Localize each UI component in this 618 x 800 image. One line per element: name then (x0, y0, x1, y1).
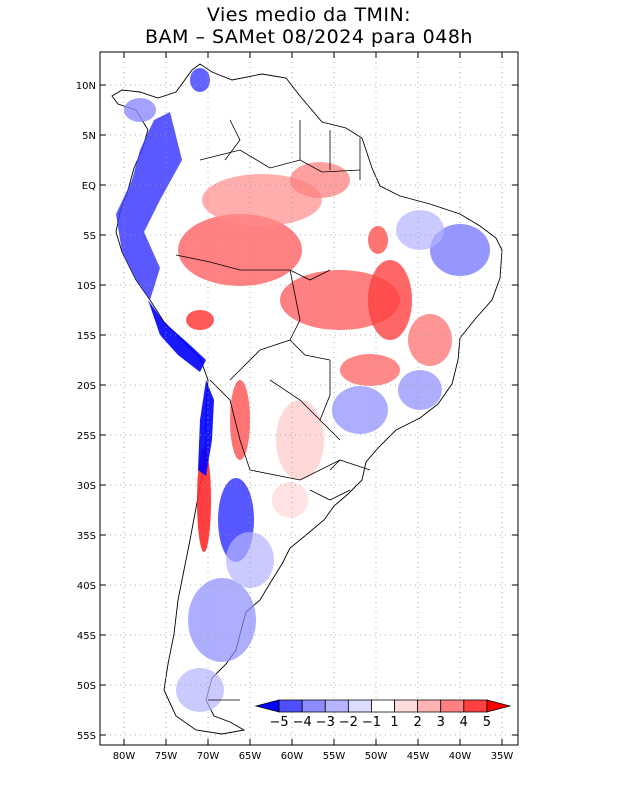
lat-label: 15S (77, 331, 96, 342)
lat-label: 40S (77, 581, 96, 592)
lat-label: 20S (77, 381, 96, 392)
colorbar-label: 1 (390, 715, 398, 730)
map-frame (99, 51, 519, 746)
lat-label: 5N (82, 131, 96, 142)
colorbar-swatch (371, 699, 395, 713)
colorbar-swatch (301, 699, 326, 713)
lat-label: EQ (82, 181, 96, 192)
lon-label: 80W (113, 751, 136, 762)
latitude-axis: 10N 5N EQ 5S 10S 15S 20S 25S 30S 35S 40S 45S 50S 55S (76, 81, 518, 742)
colorbar: −5 −4 −3 −2 −1 1 2 3 4 5 (254, 699, 512, 730)
longitude-axis: 80W 75W 70W 65W 60W 55W 50W 45W 40W 35W (113, 52, 514, 762)
lat-label: 25S (77, 431, 96, 442)
lat-label: 50S (77, 681, 96, 692)
colorbar-swatch (486, 699, 512, 713)
colorbar-label: −2 (339, 715, 358, 730)
colorbar-swatch (324, 699, 349, 713)
lon-label: 60W (281, 751, 304, 762)
lon-label: 40W (449, 751, 472, 762)
colorbar-label: −1 (362, 715, 381, 730)
map-title-line1: Vies medio da TMIN: (206, 4, 412, 26)
lat-label: 10S (77, 281, 96, 292)
negative-bias-areas (116, 68, 490, 712)
grid-lines (100, 52, 518, 745)
colorbar-swatch (347, 699, 372, 713)
lat-label: 5S (83, 231, 96, 242)
lon-label: 45W (407, 751, 430, 762)
lat-label: 10N (76, 81, 96, 92)
colorbar-swatch (417, 699, 442, 713)
colorbar-label: 3 (437, 715, 445, 730)
colorbar-label: 4 (460, 715, 468, 730)
lon-label: 55W (323, 751, 346, 762)
colorbar-swatch (394, 699, 419, 713)
colorbar-label: 5 (483, 715, 491, 730)
lat-label: 30S (77, 481, 96, 492)
colorbar-label: −4 (293, 715, 312, 730)
lon-label: 65W (239, 751, 262, 762)
lat-label: 35S (77, 531, 96, 542)
colorbar-swatch (254, 699, 280, 713)
colorbar-swatch (278, 699, 303, 713)
colorbar-label: −3 (316, 715, 335, 730)
lon-label: 50W (365, 751, 388, 762)
colorbar-swatch (463, 699, 488, 713)
lon-label: 35W (491, 751, 514, 762)
colorbar-label: −5 (270, 715, 289, 730)
lon-label: 70W (197, 751, 220, 762)
colorbar-swatch (440, 699, 465, 713)
lat-label: 55S (77, 731, 96, 742)
lon-label: 75W (155, 751, 178, 762)
country-borders (175, 119, 371, 701)
lat-label: 45S (77, 631, 96, 642)
colorbar-label: 2 (413, 715, 421, 730)
map-title-line2: BAM – SAMet 08/2024 para 048h (145, 26, 473, 48)
